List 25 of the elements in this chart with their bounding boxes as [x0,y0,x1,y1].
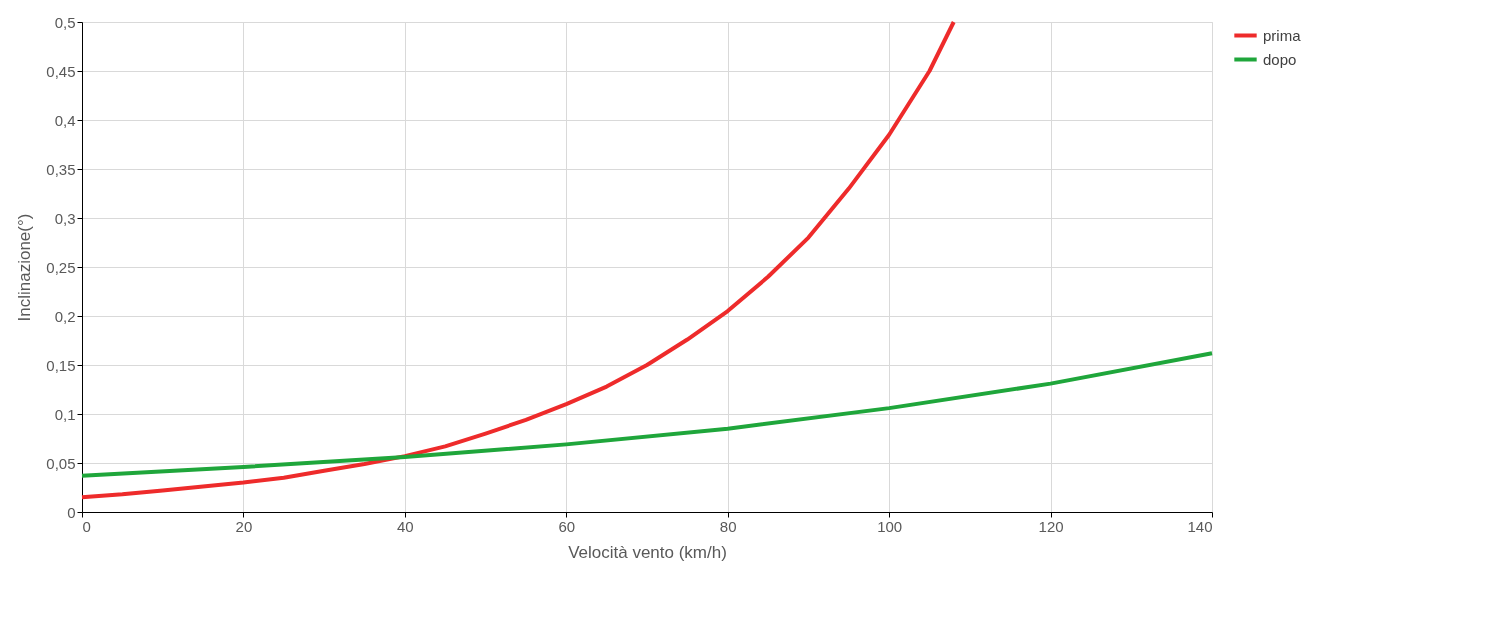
line-series [80,20,956,500]
x-tick-label: 60 [558,517,576,535]
x-tick-label: 120 [1038,517,1064,535]
x-tick-label: 140 [1187,517,1213,535]
x-tick-label: 80 [719,517,737,535]
y-tick-label: 0,45 [46,62,76,80]
y-axis-title: Inclinazione(°) [15,213,35,322]
y-tick-label: 0 [67,503,76,521]
y-tick-label: 0,4 [54,111,76,129]
x-tick-label: 20 [235,517,253,535]
x-axis-title: Velocità vento (km/h) [568,542,727,562]
y-tick-label: 0,35 [46,160,76,178]
x-tick-label: 100 [877,517,903,535]
y-tick-label: 0,1 [54,405,76,423]
y-tick-label: 0,05 [46,454,76,472]
line-series [80,351,1214,478]
y-tick-label: 0,5 [54,13,76,31]
legend-label: prima [1263,26,1302,44]
legend-label: dopo [1263,50,1297,68]
y-tick-label: 0,15 [46,356,76,374]
y-tick-label: 0,3 [54,209,76,227]
x-tick-label: 40 [397,517,414,535]
x-tick-label: 0 [82,517,91,535]
y-tick-label: 0,2 [54,307,76,325]
y-tick-label: 0,25 [46,258,76,276]
